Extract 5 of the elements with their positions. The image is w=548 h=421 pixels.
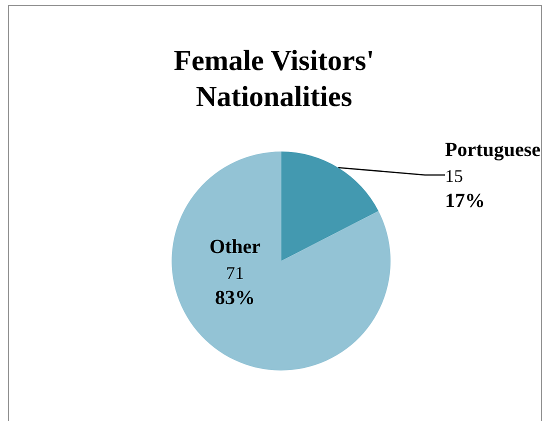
data-label: 71 83% xyxy=(215,263,255,309)
data-label: 15 17% xyxy=(445,166,485,212)
slice-label: Other xyxy=(209,236,261,258)
chart-title: Female Visitors' Nationalities xyxy=(174,45,374,113)
slice-label: Portuguese xyxy=(445,139,541,161)
